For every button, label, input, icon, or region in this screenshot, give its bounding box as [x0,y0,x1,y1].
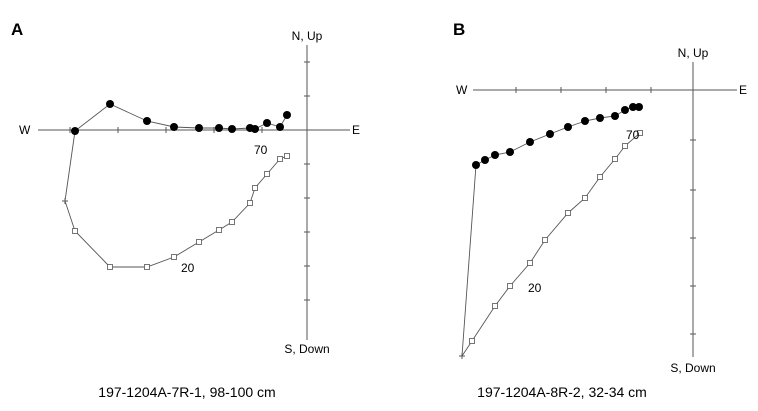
vertical-projection-point [247,200,253,206]
panel-b-east-label: E [739,83,747,97]
panel-b-horizontal-projection-points [472,103,643,169]
vertical-projection-point [492,303,498,309]
horizontal-projection-point [106,100,114,108]
vertical-projection-point [469,338,475,344]
vertical-projection-point [284,153,290,159]
vertical-projection-point [264,171,270,177]
panel-b-vertical-projection-line [461,132,641,357]
vertical-projection-point [612,156,618,162]
horizontal-projection-point [71,127,79,135]
panel-b-step-label-20: 20 [528,281,542,295]
panel-b-ticks [515,87,696,335]
horizontal-projection-point [596,114,604,122]
horizontal-projection-point [170,123,178,131]
horizontal-projection-point [491,151,499,159]
horizontal-projection-point [581,117,589,125]
horizontal-projection-point [481,156,489,164]
panel-b-north-label: N, Up [678,46,709,60]
horizontal-projection-point [283,111,291,119]
panel-a: A N, Up S, Down W E 70 20 197-1204A-7R-1… [11,20,360,400]
vertical-projection-point [542,237,548,243]
horizontal-projection-point [251,125,259,133]
vertical-projection-point [637,130,643,136]
panel-b: B N, Up S, Down W E 70 20 197-1204A-8R-2… [453,20,747,400]
vertical-projection-point [582,195,588,201]
horizontal-projection-point [195,124,203,132]
panel-b-west-label: W [456,83,468,97]
panel-a-caption: 197-1204A-7R-1, 98-100 cm [98,384,275,400]
panel-a-letter: A [11,20,23,39]
panel-a-north-label: N, Up [292,29,323,43]
panel-a-south-label: S, Down [284,342,329,356]
vertical-projection-point [72,228,78,234]
vertical-projection-point [597,174,603,180]
vertical-projection-point [107,264,113,270]
horizontal-projection-point [629,103,637,111]
panel-a-vertical-projection-points [62,153,290,270]
horizontal-projection-point [276,123,284,131]
vertical-projection-point [229,219,235,225]
horizontal-projection-point [611,112,619,120]
vertical-projection-point [196,239,202,245]
vertical-projection-point [277,156,283,162]
horizontal-projection-point [472,161,480,169]
panel-b-horizontal-projection-line [461,106,639,357]
vertical-projection-point [144,264,150,270]
vertical-projection-point [216,227,222,233]
horizontal-projection-point [635,103,643,111]
panel-b-letter: B [453,20,465,39]
panel-a-horizontal-projection-points [71,100,291,135]
panel-a-east-label: E [352,123,360,137]
horizontal-projection-point [228,125,236,133]
horizontal-projection-point [546,130,554,138]
horizontal-projection-point [215,124,223,132]
horizontal-projection-point [526,138,534,146]
horizontal-projection-point [143,117,151,125]
vertical-projection-point [622,143,628,149]
panel-b-south-label: S, Down [670,361,715,375]
vertical-projection-point [527,260,533,266]
horizontal-projection-point [621,106,629,114]
panel-b-caption: 197-1204A-8R-2, 32-34 cm [477,384,647,400]
panel-a-step-label-20: 20 [181,261,195,275]
vertical-projection-point [252,185,258,191]
horizontal-projection-point [263,119,271,127]
horizontal-projection-point [506,148,514,156]
vertical-projection-point [507,283,513,289]
vertical-projection-point [171,254,177,260]
panel-a-vertical-projection-line [64,155,288,268]
vertical-projection-point [565,210,571,216]
panel-b-vertical-projection-points [459,130,643,359]
panel-b-step-label-70: 70 [626,128,640,142]
horizontal-projection-point [564,123,572,131]
panel-a-step-label-70: 70 [254,143,268,157]
panel-a-west-label: W [19,123,31,137]
